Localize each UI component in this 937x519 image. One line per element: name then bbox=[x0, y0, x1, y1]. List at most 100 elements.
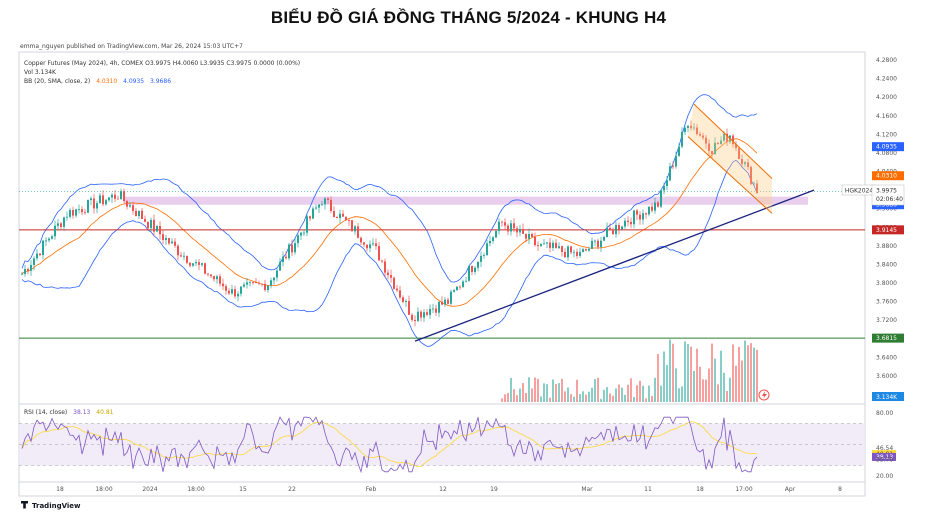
candle-body bbox=[279, 262, 281, 271]
candle-body bbox=[423, 312, 425, 318]
volume-bar bbox=[624, 394, 626, 402]
candle-body bbox=[507, 225, 509, 232]
rsi-legend-ma: 40.81 bbox=[96, 409, 113, 416]
candle-body bbox=[69, 210, 71, 217]
candle-body bbox=[255, 282, 257, 284]
candle-body bbox=[756, 183, 758, 193]
candle-body bbox=[582, 249, 584, 252]
candle-body bbox=[552, 242, 554, 248]
rsi-ma-line bbox=[21, 421, 758, 468]
volume-bar bbox=[735, 365, 737, 402]
price-tick: 3.6000 bbox=[876, 373, 897, 380]
candle-body bbox=[168, 238, 170, 244]
volume-bar bbox=[564, 391, 566, 402]
candle-body bbox=[594, 240, 596, 242]
price-tag-text: 3.9145 bbox=[876, 227, 897, 234]
time-tick: 17:00 bbox=[735, 486, 752, 493]
candle-body bbox=[702, 135, 704, 138]
candle-body bbox=[420, 311, 422, 318]
price-tick: 3.8000 bbox=[876, 280, 897, 287]
candle-body bbox=[93, 198, 95, 209]
candle-body bbox=[138, 210, 140, 217]
volume-bar bbox=[567, 387, 569, 402]
candle-body bbox=[516, 228, 518, 233]
candle-body bbox=[171, 241, 173, 244]
candle-body bbox=[669, 166, 671, 181]
time-tick: 8 bbox=[838, 486, 842, 493]
candle-body bbox=[627, 220, 629, 222]
candle-body bbox=[570, 246, 572, 253]
volume-bar bbox=[549, 397, 551, 402]
candle-body bbox=[399, 290, 401, 298]
candle-body bbox=[393, 277, 395, 289]
candle-body bbox=[738, 148, 740, 160]
candle-body bbox=[402, 297, 404, 302]
candle-body bbox=[48, 238, 50, 241]
volume-bar bbox=[618, 384, 620, 402]
candle-body bbox=[345, 216, 347, 221]
candle-body bbox=[666, 180, 668, 187]
volume-bar bbox=[654, 377, 656, 402]
candle-body bbox=[519, 228, 521, 233]
candle-body bbox=[318, 204, 320, 208]
time-tick: 15 bbox=[239, 486, 247, 493]
candle-body bbox=[744, 162, 746, 164]
legend-bb-prefix: BB (20, SMA, close, 2) bbox=[24, 78, 90, 85]
candle-body bbox=[489, 240, 491, 244]
candle-body bbox=[735, 144, 737, 149]
candle-body bbox=[36, 253, 38, 259]
candle-body bbox=[51, 236, 53, 239]
candle-body bbox=[486, 243, 488, 256]
candle-body bbox=[513, 223, 515, 229]
volume-bar bbox=[612, 395, 614, 402]
time-tick: 18 bbox=[56, 486, 64, 493]
candle-body bbox=[441, 301, 443, 305]
candle-body bbox=[573, 251, 575, 253]
volume-bar bbox=[585, 394, 587, 402]
price-tick: 4.1600 bbox=[876, 113, 897, 120]
candle-body bbox=[72, 210, 74, 216]
volume-bar bbox=[726, 390, 728, 402]
candle-body bbox=[108, 197, 110, 201]
volume-bar bbox=[711, 343, 713, 402]
candle-body bbox=[432, 308, 434, 310]
volume-bar bbox=[513, 389, 515, 402]
candle-body bbox=[726, 133, 728, 142]
candle-body bbox=[291, 244, 293, 253]
price-tick: 4.2400 bbox=[876, 76, 897, 83]
candle-body bbox=[117, 198, 119, 200]
candle-body bbox=[267, 285, 269, 291]
candle-body bbox=[411, 314, 413, 320]
candle-body bbox=[714, 142, 716, 155]
candle-body bbox=[270, 280, 272, 286]
candle-body bbox=[678, 146, 680, 156]
candle-body bbox=[186, 255, 188, 263]
legend-bb-line: BB (20, SMA, close, 2) 4.0310 4.0935 3.9… bbox=[24, 78, 171, 85]
volume-bar bbox=[540, 396, 542, 402]
candle-body bbox=[378, 246, 380, 261]
candle-body bbox=[741, 159, 743, 164]
candle-body bbox=[162, 234, 164, 241]
time-tick: Mar bbox=[581, 486, 593, 493]
time-tick: 22 bbox=[288, 486, 296, 493]
candle-body bbox=[321, 204, 323, 206]
volume-bar bbox=[627, 384, 629, 402]
candle-body bbox=[558, 246, 560, 249]
candle-body bbox=[27, 268, 29, 271]
candle-body bbox=[30, 265, 32, 271]
candle-body bbox=[213, 276, 215, 280]
volume-bar bbox=[660, 385, 662, 402]
volume-bar bbox=[534, 377, 536, 402]
candle-body bbox=[381, 260, 383, 262]
candle-body bbox=[435, 308, 437, 313]
candle-body bbox=[588, 248, 590, 251]
candle-body bbox=[624, 220, 626, 227]
candle-body bbox=[273, 277, 275, 281]
candle-body bbox=[561, 246, 563, 252]
candle-body bbox=[429, 308, 431, 315]
volume-bar bbox=[510, 377, 512, 402]
candle-body bbox=[180, 255, 182, 257]
candle-body bbox=[111, 194, 113, 198]
candle-body bbox=[300, 232, 302, 236]
